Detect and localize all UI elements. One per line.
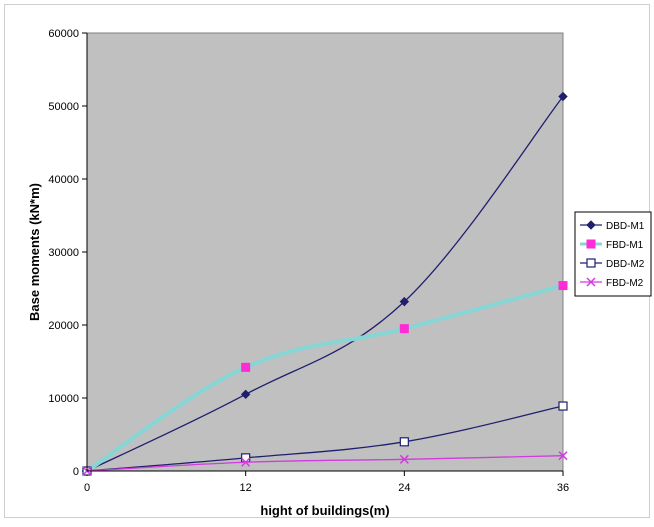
- legend-item: DBD-M1: [580, 220, 645, 232]
- data-point: [399, 296, 410, 307]
- y-axis-title: Base moments (kN*m): [27, 183, 42, 321]
- data-point: [241, 453, 251, 463]
- series-line: [86, 455, 564, 472]
- legend-swatch-marker: [586, 258, 596, 268]
- series-line: [86, 96, 564, 472]
- legend-label: FBD-M1: [606, 240, 644, 251]
- legend-swatch-marker: [586, 277, 596, 287]
- y-axis-ticks: 0 10000 20000 30000 40000 50000 60000: [48, 28, 87, 478]
- y-tick-label: 50000: [48, 101, 79, 113]
- legend: DBD-M1 FBD-M1 DBD-M2 FBD-M2: [574, 211, 652, 297]
- x-axis-title: hight of buildings(m): [260, 503, 389, 518]
- chart-frame: 0 10000 20000 30000 40000 50000 60000 0 12 24 36 …: [4, 4, 652, 518]
- legend-label: DBD-M1: [606, 221, 645, 232]
- legend-item: FBD-M1: [580, 239, 644, 251]
- data-point: [558, 281, 568, 291]
- legend-item: FBD-M2: [580, 277, 644, 289]
- data-point: [399, 454, 409, 464]
- legend-label: DBD-M2: [606, 259, 645, 270]
- x-axis-ticks: 0 12 24 36: [84, 471, 569, 494]
- legend-swatch-marker: [586, 220, 596, 230]
- y-tick-label: 40000: [48, 174, 79, 186]
- data-point: [399, 324, 409, 334]
- data-point: [558, 91, 568, 102]
- series-line: [86, 405, 564, 472]
- series-layer: [82, 91, 568, 476]
- legend-item: DBD-M2: [580, 258, 645, 270]
- series-fbd-m2: [82, 451, 568, 476]
- data-point: [399, 437, 409, 447]
- legend-label: FBD-M2: [606, 278, 644, 289]
- data-point: [241, 362, 251, 372]
- y-tick-label: 30000: [48, 247, 79, 259]
- x-tick-label: 24: [398, 482, 410, 494]
- data-point: [558, 451, 568, 461]
- plot-area: [86, 32, 564, 472]
- data-point: [240, 389, 251, 400]
- y-tick-label: 10000: [48, 393, 79, 405]
- y-tick-label: 0: [73, 466, 79, 478]
- x-tick-label: 12: [240, 482, 252, 494]
- data-point: [241, 457, 251, 467]
- x-tick-label: 36: [557, 482, 569, 494]
- y-tick-label: 20000: [48, 320, 79, 332]
- y-tick-label: 60000: [48, 28, 79, 40]
- data-point: [558, 401, 568, 411]
- series-line: [85, 283, 564, 473]
- legend-swatch-marker: [586, 239, 596, 249]
- x-tick-label: 0: [84, 482, 90, 494]
